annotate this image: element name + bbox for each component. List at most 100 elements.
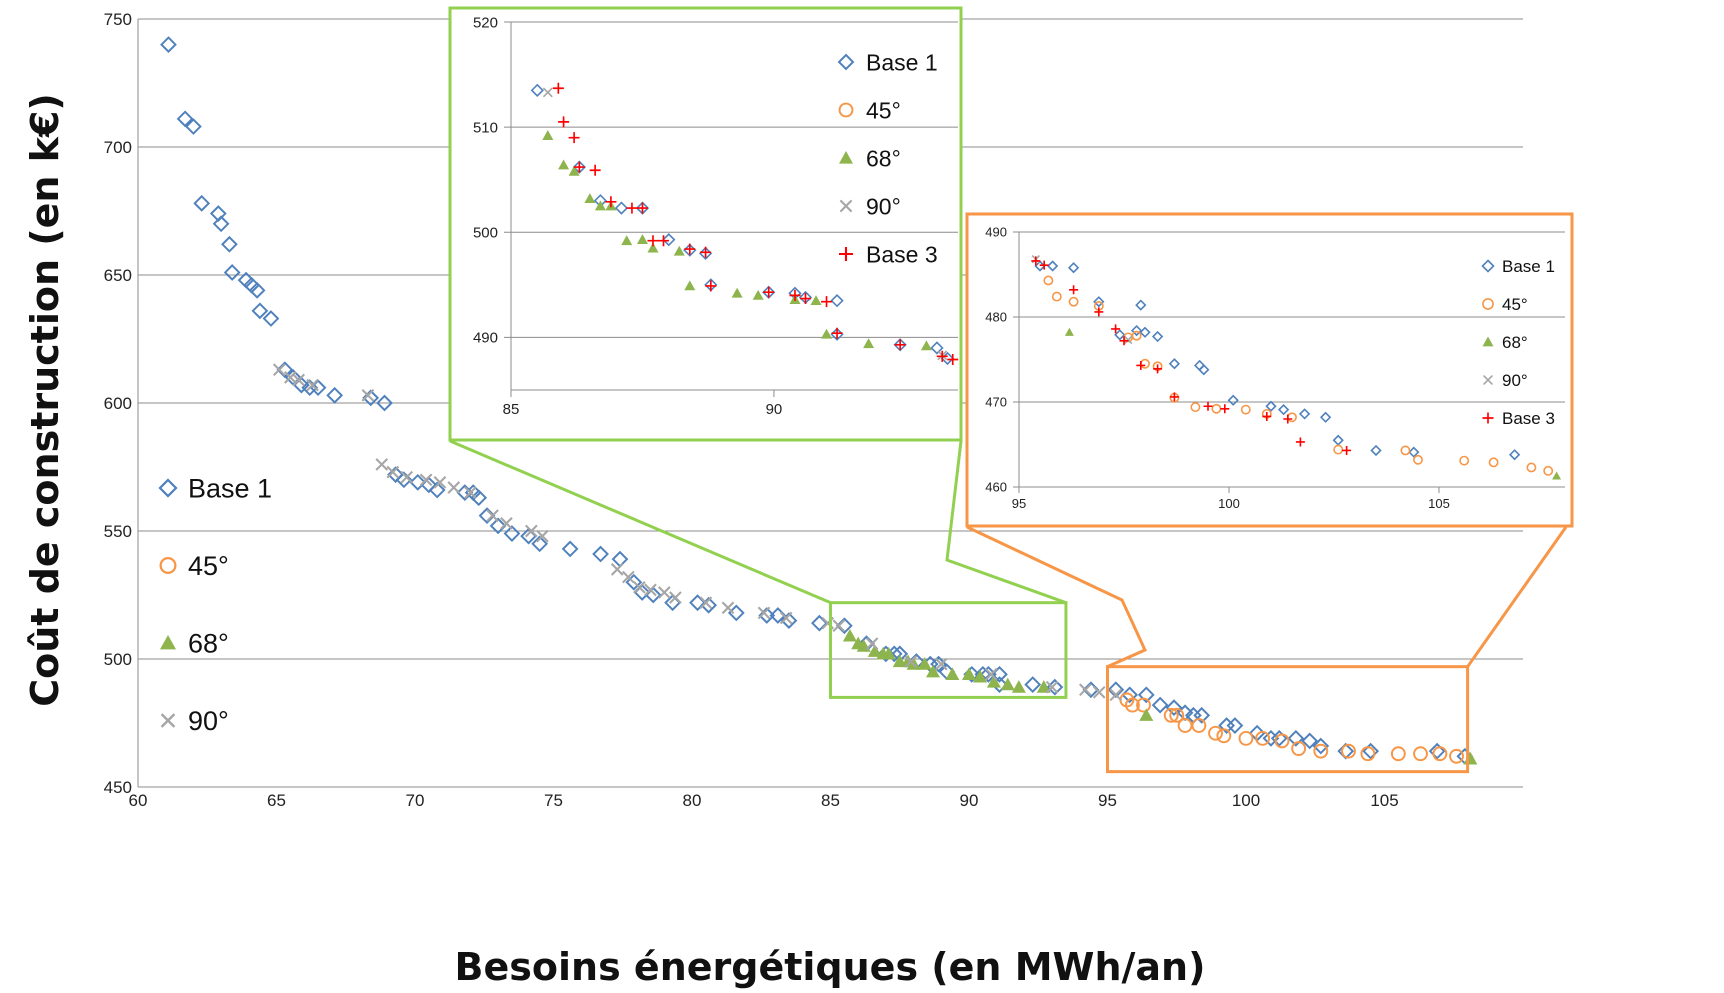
main-point-base-1 (387, 466, 404, 484)
main-point-base-1 (503, 525, 521, 542)
main-point-90deg (419, 473, 433, 487)
main-point-45deg (1291, 741, 1307, 757)
inset-orange-point-base-3 (1342, 445, 1352, 455)
main-point-45deg (1136, 697, 1151, 713)
inset-orange-point-68deg (1552, 471, 1562, 480)
main-point-base-1 (1337, 742, 1355, 760)
main-point-45deg (1432, 746, 1448, 762)
main-point-base-1 (1107, 681, 1125, 699)
inset-orange-point-base-3 (1295, 437, 1305, 447)
inset-green-point-base-3 (573, 161, 585, 173)
main-point-90deg (464, 486, 477, 499)
main-x-tick-label: 75 (544, 791, 563, 810)
main-point-68deg (973, 669, 988, 683)
main-point-base-1 (700, 596, 718, 614)
main-point-45deg (1390, 746, 1406, 762)
inset-orange-point-base-1 (1265, 400, 1277, 412)
main-point-45deg (1163, 707, 1179, 723)
main-point-base-1 (811, 614, 828, 632)
inset-green-point-base-1 (830, 293, 844, 308)
inset-orange-point-base-1 (1093, 296, 1105, 308)
inset-orange-legend-marker-90deg (1483, 375, 1493, 385)
inset-green-point-base-3 (684, 243, 696, 255)
main-x-tick-label: 80 (683, 791, 702, 810)
main-y-tick-label: 600 (104, 394, 132, 413)
main-legend-marker-base-1 (158, 478, 178, 498)
main-point-90deg (832, 619, 846, 633)
main-point-base-1 (248, 281, 266, 299)
inset-green-point-90deg (542, 87, 553, 98)
main-y-tick-label: 750 (104, 10, 132, 29)
main-point-90deg (1078, 683, 1092, 697)
inset-orange-point-base-3 (1169, 392, 1179, 402)
main-point-90deg (524, 524, 538, 538)
main-point-base-1 (1362, 742, 1380, 760)
inset-green-point-base-3 (936, 350, 948, 362)
main-point-68deg (1011, 680, 1026, 693)
inset-orange-point-base-1 (1139, 326, 1151, 338)
inset-green-legend-label-68deg: 68° (866, 145, 901, 171)
main-legend-marker-45deg (159, 557, 177, 574)
main-point-68deg (1036, 680, 1051, 693)
main-legend-label-90deg: 90° (188, 706, 229, 736)
main-point-90deg (361, 388, 375, 402)
inset-green-point-68deg (810, 295, 822, 306)
inset-orange-point-45deg (1333, 444, 1344, 455)
inset-green-legend-marker-68deg (839, 151, 853, 164)
main-point-90deg (292, 373, 306, 387)
inset-green-x-tick-label: 90 (766, 401, 783, 418)
inset-green-legend-marker-base-1 (837, 53, 855, 71)
inset-orange-point-base-3 (1203, 401, 1213, 411)
inset-orange-point-base-3 (1069, 285, 1079, 295)
main-x-tick-label: 90 (960, 791, 979, 810)
main-point-base-1 (689, 594, 706, 612)
inset-green-points (530, 82, 959, 366)
main-y-tick-label: 450 (104, 778, 132, 797)
main-point-90deg (1109, 688, 1123, 702)
main-point-45deg (1413, 746, 1428, 762)
inset-green-legend-marker-90deg (839, 199, 853, 213)
inset-orange-point-base-3 (1119, 336, 1129, 346)
inset-green-point-base-3 (605, 196, 617, 208)
inset-orange-point-base-1 (1198, 364, 1210, 376)
inset-green-point-base-1 (930, 341, 944, 355)
main-point-base-1 (625, 573, 643, 591)
inset-green-point-68deg (731, 287, 743, 298)
main-point-90deg (721, 601, 735, 615)
main-point-base-1 (780, 612, 798, 629)
main-point-45deg (1360, 746, 1376, 762)
main-point-base-1 (160, 36, 177, 53)
inset-orange-point-base-1 (1114, 329, 1126, 341)
main-point-base-1 (185, 118, 202, 135)
main-point-90deg (486, 509, 499, 522)
inset-green-point-68deg (647, 242, 659, 253)
main-point-base-1 (193, 194, 211, 212)
main-point-90deg (633, 580, 646, 594)
main-legend-label-68deg: 68° (188, 629, 229, 659)
main-point-base-1 (1428, 742, 1446, 760)
inset-green-point-base-3 (626, 202, 638, 214)
main-point-90deg (284, 371, 297, 384)
zoom-region-green (829, 601, 1068, 699)
inset-orange-point-45deg (1526, 462, 1537, 473)
inset-green-point-68deg (636, 234, 648, 245)
inset-orange-point-68deg (1064, 327, 1074, 336)
main-point-base-1 (489, 517, 507, 535)
main-point-base-1 (1301, 732, 1319, 750)
main-point-base-1 (727, 604, 745, 622)
main-point-base-1 (176, 110, 194, 128)
inset-green-point-base-1 (614, 201, 629, 215)
inset-green-point-base-3 (589, 164, 601, 176)
inset-orange-legend-label-68deg: 68° (1502, 333, 1528, 352)
main-point-base-1 (1270, 729, 1288, 747)
inset-orange-point-45deg (1413, 454, 1423, 465)
inset-orange-point-45deg (1543, 465, 1554, 476)
inset-green-y-tick-label: 490 (473, 330, 498, 347)
inset-orange-point-45deg (1240, 404, 1251, 415)
inset-green-point-68deg (584, 193, 596, 204)
main-legend-label-base-1: Base 1 (188, 474, 272, 504)
inset-orange-point-base-3 (1136, 360, 1146, 370)
main-point-45deg (1313, 743, 1329, 759)
y-axis-title: Coût de construction (en k€) (23, 93, 67, 707)
inset-green-point-68deg (621, 235, 633, 246)
